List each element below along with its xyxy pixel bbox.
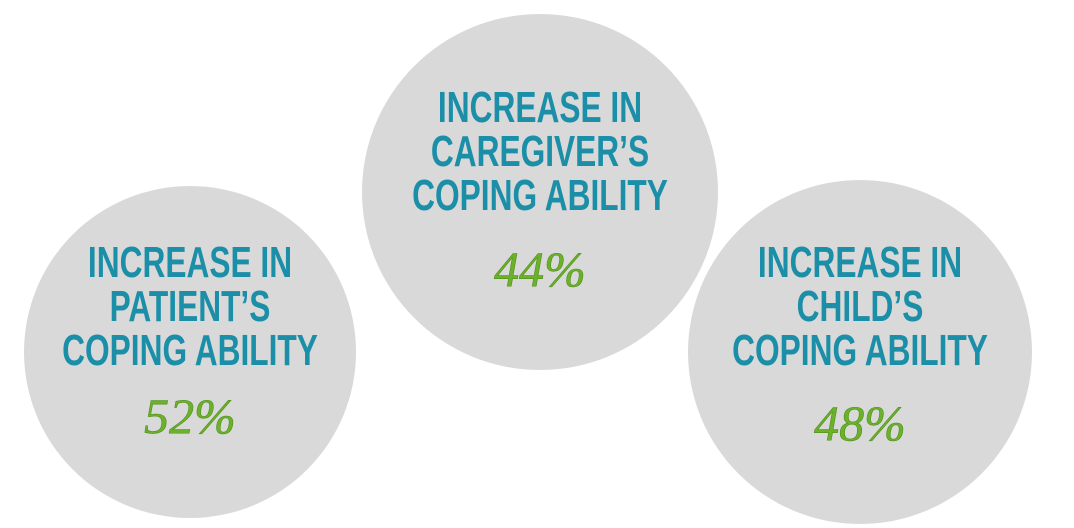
- title-line: COPING ABILITY: [62, 326, 318, 375]
- title-line-group: CHILD’S: [797, 282, 924, 331]
- circle: [688, 180, 1032, 524]
- title-line-group: CAREGIVER’S: [431, 127, 649, 176]
- title-line: INCREASE IN: [88, 238, 292, 287]
- title-line-group: INCREASE IN: [758, 238, 962, 287]
- stat-value: 44%: [494, 241, 586, 297]
- title-line-group: INCREASE IN: [88, 238, 292, 287]
- title-line-group: INCREASE IN: [438, 83, 642, 132]
- title-line-group: PATIENT’S: [110, 282, 271, 331]
- title-line-group: COPING ABILITY: [732, 326, 988, 375]
- circle: [362, 14, 718, 370]
- title-line: INCREASE IN: [438, 83, 642, 132]
- circle: [24, 186, 356, 518]
- title-line: INCREASE IN: [758, 238, 962, 287]
- title-line: CHILD’S: [797, 282, 924, 331]
- title-line-group: COPING ABILITY: [62, 326, 318, 375]
- title-line: COPING ABILITY: [732, 326, 988, 375]
- stat-value: 48%: [814, 395, 906, 451]
- stat-value: 52%: [144, 388, 236, 444]
- title-line: COPING ABILITY: [412, 171, 668, 220]
- title-line-group: COPING ABILITY: [412, 171, 668, 220]
- title-line: PATIENT’S: [110, 282, 271, 331]
- title-line: CAREGIVER’S: [431, 127, 649, 176]
